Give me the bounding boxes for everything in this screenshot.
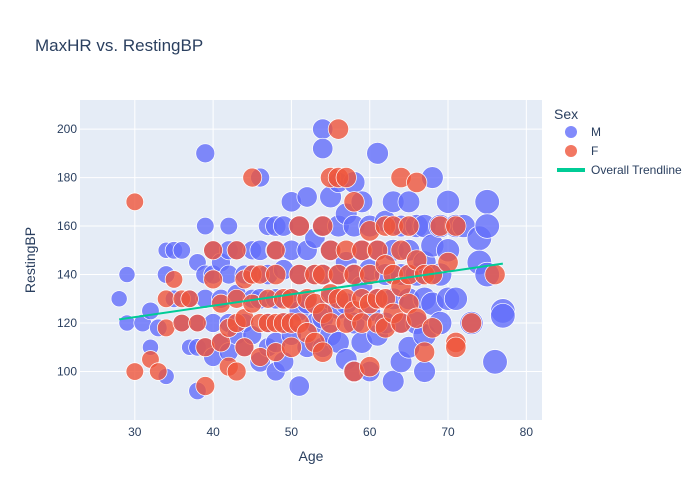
point-f bbox=[312, 341, 334, 363]
point-f bbox=[156, 289, 176, 308]
point-f bbox=[327, 118, 349, 140]
point-m bbox=[110, 290, 128, 308]
point-f bbox=[288, 215, 310, 237]
point-m bbox=[436, 189, 460, 214]
y-tick-label: 200 bbox=[57, 122, 77, 136]
data-points bbox=[110, 118, 516, 401]
point-f bbox=[421, 317, 443, 339]
y-tick-label: 180 bbox=[57, 171, 77, 185]
point-f bbox=[234, 337, 255, 358]
x-tick-labels: 30 40 50 60 70 80 bbox=[128, 425, 533, 439]
point-f bbox=[335, 167, 357, 189]
y-tick-label: 100 bbox=[57, 365, 77, 379]
point-m bbox=[118, 266, 136, 283]
point-m bbox=[288, 375, 310, 397]
legend-item-m[interactable]: M bbox=[565, 125, 601, 139]
point-m bbox=[195, 143, 216, 164]
point-m bbox=[413, 360, 436, 383]
chart-title: MaxHR vs. RestingBP bbox=[35, 36, 203, 55]
point-f bbox=[406, 171, 428, 193]
point-m bbox=[172, 241, 191, 260]
point-m bbox=[490, 303, 516, 329]
point-m bbox=[474, 189, 500, 215]
point-m bbox=[312, 137, 334, 160]
point-m bbox=[366, 142, 389, 165]
legend[interactable]: Sex MF Overall Trendline bbox=[554, 106, 682, 177]
legend-label: M bbox=[591, 125, 601, 139]
point-f bbox=[156, 318, 176, 338]
legend-title: Sex bbox=[554, 106, 578, 122]
legend-marker bbox=[565, 126, 577, 138]
y-tick-label: 160 bbox=[57, 219, 77, 233]
series-f bbox=[125, 118, 506, 396]
trendline-line bbox=[119, 262, 503, 321]
point-f bbox=[406, 307, 428, 329]
legend-marker bbox=[565, 145, 577, 157]
point-f bbox=[195, 376, 216, 396]
point-m bbox=[296, 186, 318, 208]
point-f bbox=[203, 269, 223, 290]
point-f bbox=[398, 215, 420, 237]
point-f bbox=[164, 270, 184, 289]
point-f bbox=[484, 263, 506, 286]
point-f bbox=[226, 240, 247, 261]
point-f bbox=[180, 289, 199, 308]
point-f bbox=[149, 362, 168, 381]
legend-item-f[interactable]: F bbox=[565, 144, 598, 158]
point-f bbox=[390, 239, 412, 261]
point-f bbox=[265, 263, 287, 286]
y-axis-title: RestingBP bbox=[22, 227, 38, 293]
point-f bbox=[242, 167, 263, 188]
point-f bbox=[188, 313, 207, 333]
x-tick-label: 30 bbox=[128, 425, 142, 439]
point-m bbox=[482, 349, 508, 375]
point-f bbox=[226, 361, 247, 382]
point-m bbox=[219, 216, 238, 236]
point-f bbox=[203, 240, 223, 261]
point-f bbox=[125, 192, 144, 211]
trendline bbox=[119, 262, 503, 321]
legend-label: F bbox=[591, 144, 598, 158]
x-tick-label: 40 bbox=[206, 425, 220, 439]
point-f bbox=[359, 356, 381, 378]
point-m bbox=[443, 286, 468, 311]
point-f bbox=[265, 240, 286, 261]
x-tick-label: 50 bbox=[285, 425, 299, 439]
y-tick-label: 140 bbox=[57, 268, 77, 282]
point-f bbox=[413, 341, 436, 363]
point-f bbox=[280, 336, 302, 358]
x-tick-label: 60 bbox=[363, 425, 377, 439]
point-f bbox=[312, 215, 334, 237]
point-f bbox=[437, 251, 459, 273]
point-m bbox=[381, 369, 405, 393]
point-f bbox=[125, 362, 144, 381]
point-f bbox=[343, 191, 365, 213]
legend-item-trendline[interactable]: Overall Trendline bbox=[557, 163, 682, 177]
legend-label: Overall Trendline bbox=[591, 163, 682, 177]
y-tick-label: 120 bbox=[57, 316, 77, 330]
point-f bbox=[359, 263, 381, 286]
point-f bbox=[172, 313, 191, 333]
point-m bbox=[397, 190, 421, 214]
point-m bbox=[141, 301, 160, 321]
x-tick-label: 70 bbox=[441, 425, 455, 439]
point-m bbox=[474, 213, 500, 239]
point-f bbox=[460, 312, 483, 334]
x-tick-label: 80 bbox=[520, 425, 534, 439]
x-axis-title: Age bbox=[299, 448, 324, 464]
y-tick-labels: 100 120 140 160 180 200 bbox=[57, 122, 77, 378]
point-m bbox=[196, 216, 215, 236]
point-f bbox=[445, 336, 467, 358]
point-f bbox=[445, 215, 467, 237]
